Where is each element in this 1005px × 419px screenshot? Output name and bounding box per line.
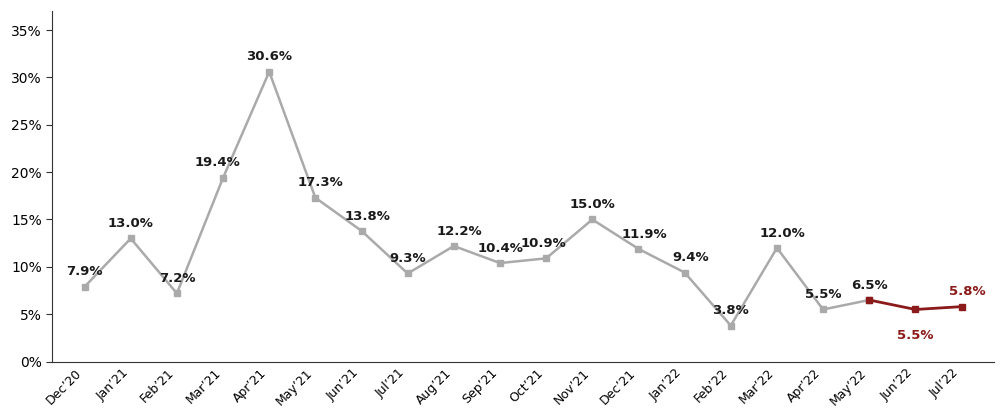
Text: 7.2%: 7.2% <box>159 272 195 285</box>
Text: 6.5%: 6.5% <box>851 279 887 292</box>
Text: 5.8%: 5.8% <box>949 285 986 298</box>
Text: 11.9%: 11.9% <box>621 228 667 241</box>
Text: 12.2%: 12.2% <box>436 225 482 238</box>
Text: 10.9%: 10.9% <box>521 237 566 250</box>
Text: 3.8%: 3.8% <box>713 304 749 317</box>
Text: 13.8%: 13.8% <box>344 210 390 222</box>
Text: 13.0%: 13.0% <box>108 217 154 230</box>
Text: 7.9%: 7.9% <box>66 265 103 278</box>
Text: 19.4%: 19.4% <box>195 156 240 169</box>
Text: 9.3%: 9.3% <box>389 252 426 265</box>
Text: 17.3%: 17.3% <box>298 176 344 189</box>
Text: 10.4%: 10.4% <box>477 242 523 255</box>
Text: 5.5%: 5.5% <box>805 288 841 301</box>
Text: 15.0%: 15.0% <box>570 198 615 211</box>
Text: 12.0%: 12.0% <box>760 227 805 240</box>
Text: 9.4%: 9.4% <box>672 251 709 264</box>
Text: 5.5%: 5.5% <box>897 329 934 342</box>
Text: 30.6%: 30.6% <box>246 50 292 63</box>
